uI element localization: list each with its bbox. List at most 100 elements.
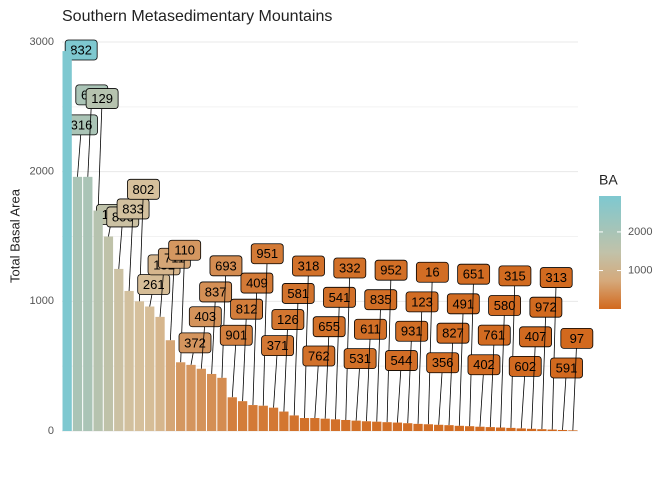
bar-label: 835 <box>370 292 392 307</box>
bar <box>72 176 83 431</box>
bar <box>516 428 526 431</box>
bar-label: 951 <box>256 246 278 261</box>
leader-line <box>541 307 547 430</box>
label-box <box>364 289 398 311</box>
label-box <box>477 324 511 346</box>
leader-line <box>427 272 433 425</box>
bar <box>557 429 568 431</box>
leader-line <box>324 326 330 419</box>
bar-label: 602 <box>514 359 536 374</box>
legend-title: BA <box>599 172 618 188</box>
label-box <box>415 261 449 283</box>
bar-label: 315 <box>504 268 526 283</box>
label-box <box>312 316 346 338</box>
bar <box>103 236 114 431</box>
bar <box>464 426 475 431</box>
y-tick-label: 3000 <box>30 36 54 48</box>
bar <box>62 51 72 432</box>
bar <box>423 424 434 431</box>
label-box <box>199 281 233 303</box>
leader-line <box>417 301 423 424</box>
label-box <box>550 357 583 379</box>
leader-line <box>551 277 557 430</box>
bar <box>145 306 155 431</box>
bar <box>372 421 382 431</box>
bar-label: 491 <box>452 296 474 311</box>
label-box <box>302 345 336 367</box>
label-box <box>168 239 202 261</box>
y-tick-label: 2000 <box>30 166 54 178</box>
bar-label: 651 <box>463 267 485 282</box>
bar-label: 837 <box>205 284 227 299</box>
bar <box>547 429 557 431</box>
bar <box>258 405 268 431</box>
bar <box>485 427 495 431</box>
label-box <box>85 88 119 109</box>
label-box <box>426 352 460 374</box>
label-box <box>446 293 480 315</box>
bar <box>217 377 227 431</box>
bar <box>237 401 248 431</box>
label-box <box>457 263 491 285</box>
labels: 8323166211291328068338022611317111103724… <box>64 39 594 431</box>
bar <box>248 405 258 431</box>
bar-label: 580 <box>494 298 516 313</box>
bar <box>330 419 341 431</box>
label-box <box>230 298 264 320</box>
leader-line <box>469 274 475 427</box>
bar <box>186 364 196 431</box>
bar-label: 97 <box>570 331 584 346</box>
bar <box>454 425 464 431</box>
bar-label: 952 <box>380 263 402 278</box>
bar-label: 812 <box>236 302 258 317</box>
label-box <box>271 309 305 330</box>
bar-label: 827 <box>442 326 464 341</box>
label-box <box>519 326 552 348</box>
label-box <box>539 267 573 288</box>
bar <box>310 418 320 431</box>
label-box <box>64 39 98 61</box>
leader-line <box>304 266 309 419</box>
bar <box>206 373 217 431</box>
label-box <box>323 286 356 308</box>
label-box <box>354 318 387 340</box>
leader-line <box>293 293 299 416</box>
bar-label: 371 <box>267 338 289 353</box>
bar-label: 129 <box>91 91 113 106</box>
bar <box>227 397 237 431</box>
bar <box>506 427 516 431</box>
bar <box>351 420 361 431</box>
bar-label: 409 <box>246 276 268 291</box>
label-box <box>467 354 501 376</box>
bar-label: 372 <box>184 335 206 350</box>
label-box <box>127 178 160 200</box>
bar <box>196 368 206 431</box>
bar <box>382 422 392 431</box>
leader-line <box>386 270 392 423</box>
leader-line <box>283 319 289 412</box>
bar <box>361 421 372 431</box>
label-box <box>498 265 532 287</box>
bar <box>568 430 578 431</box>
label-box <box>240 272 274 294</box>
bar <box>83 176 93 431</box>
label-box <box>529 296 563 318</box>
label-box <box>488 295 522 316</box>
leader-line <box>500 305 505 428</box>
bar <box>444 425 454 431</box>
bar-label: 591 <box>556 360 578 375</box>
label-box <box>405 291 439 313</box>
bar-label: 802 <box>133 182 155 197</box>
chart-title: Southern Metasedimentary Mountains <box>62 8 332 25</box>
bar-label: 655 <box>318 319 340 334</box>
bar-label: 972 <box>535 300 557 315</box>
bar <box>403 423 413 431</box>
label-box <box>436 322 470 344</box>
bar-label: 16 <box>425 265 439 280</box>
label-box <box>250 243 284 265</box>
leader-line <box>211 291 217 374</box>
label-box <box>281 283 315 304</box>
bar <box>413 423 423 431</box>
bar-label: 541 <box>329 290 351 305</box>
bar-label: 402 <box>473 357 495 372</box>
